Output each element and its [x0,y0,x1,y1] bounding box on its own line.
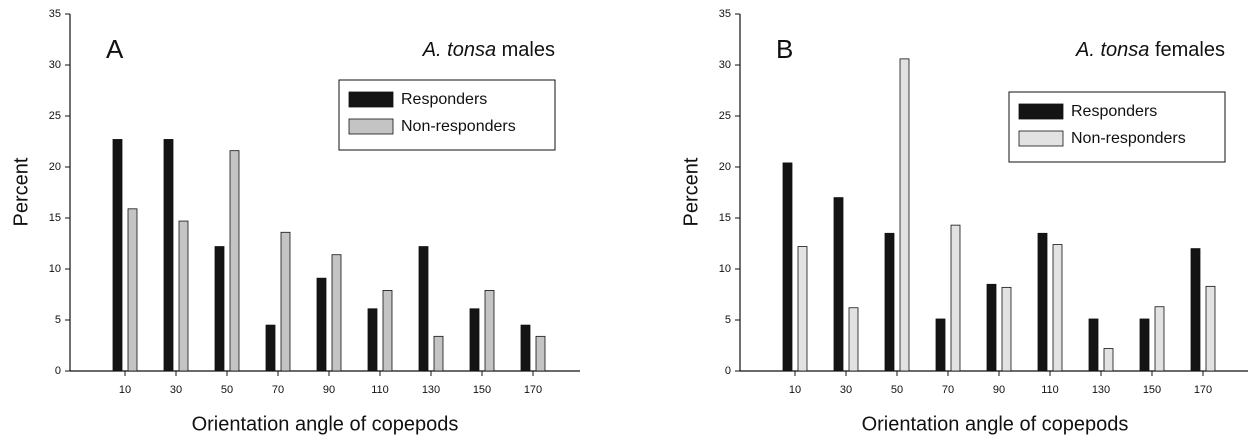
title-part: A. tonsa [1075,39,1149,61]
bar [1001,286,1012,372]
bar [1037,232,1048,372]
bar [1139,318,1150,372]
bar [418,246,429,372]
legend-label: Responders [401,91,487,108]
bar [833,197,844,372]
x-tick-label: 110 [371,384,389,396]
y-tick-label: 35 [719,8,731,20]
x-tick-label: 50 [221,384,233,396]
bar [520,324,531,372]
y-tick-label: 35 [49,8,61,20]
y-tick-label: 10 [719,263,731,275]
x-tick-label: 70 [942,384,954,396]
bar [433,335,444,372]
x-tick-label: 150 [1143,384,1161,396]
x-tick-label: 90 [993,384,1005,396]
legend-label: Responders [1071,103,1157,120]
bar [1205,285,1216,372]
y-tick-label: 5 [725,314,731,326]
bar [535,335,546,372]
bar [1052,244,1063,372]
title-part: males [496,39,555,61]
bar [265,324,276,372]
x-tick-label: 110 [1041,384,1059,396]
x-tick-label: 30 [170,384,182,396]
title-part: females [1149,39,1225,61]
bar [1103,348,1114,372]
legend-box [338,79,556,151]
x-tick-label: 90 [323,384,335,396]
bar [1088,318,1099,372]
bar [1154,306,1165,372]
y-tick-label: 5 [55,314,61,326]
x-tick-label: 10 [789,384,801,396]
y-tick-label: 20 [49,161,61,173]
x-tick-label: 130 [1092,384,1110,396]
bar [280,231,291,372]
legend-label: Non-responders [401,118,516,135]
bar [316,277,327,372]
x-tick-label: 130 [422,384,440,396]
y-tick-label: 10 [49,263,61,275]
y-tick-label: 30 [719,59,731,71]
bar [484,290,495,372]
x-tick-label: 150 [473,384,491,396]
y-tick-label: 0 [725,365,731,377]
panel: 0 5 10 15 20 25 30 35 10 30 50 70 90 110 130 150 170 A A. … [10,8,580,435]
x-axis-label: Orientation angle of copepods [192,413,459,435]
title-part: A. tonsa [422,39,496,61]
y-tick-label: 0 [55,365,61,377]
bar [797,246,808,372]
x-tick-label: 50 [891,384,903,396]
bar [935,318,946,372]
chart-title: A. tonsa males [422,39,555,61]
bar [178,220,189,372]
y-tick-label: 15 [49,212,61,224]
x-tick-label: 170 [524,384,542,396]
y-tick-label: 20 [719,161,731,173]
panel-label: B [776,34,793,64]
bar [1190,248,1201,372]
bar [127,208,138,372]
y-tick-label: 15 [719,212,731,224]
panel: 0 5 10 15 20 25 30 35 10 30 50 70 90 110 130 150 170 B A. … [680,8,1248,435]
bar [229,150,240,372]
panel-label: A [106,34,124,64]
bar [884,232,895,372]
y-tick-label: 30 [49,59,61,71]
chart-title: A. tonsa females [1075,39,1225,61]
x-tick-label: 30 [840,384,852,396]
y-tick-label: 25 [49,110,61,122]
x-tick-label: 10 [119,384,131,396]
bar [950,224,961,372]
x-tick-label: 70 [272,384,284,396]
y-axis-label: Percent [680,157,702,226]
bar [382,290,393,372]
legend-swatch [1018,130,1064,147]
bar [331,254,342,372]
bar [986,283,997,372]
bar [163,139,174,372]
bar [112,139,123,372]
bar [899,58,910,372]
legend-swatch [348,91,394,108]
x-axis-label: Orientation angle of copepods [862,413,1129,435]
y-tick-label: 25 [719,110,731,122]
x-tick-label: 170 [1194,384,1212,396]
bar [848,307,859,372]
y-axis-label: Percent [10,157,32,226]
legend-swatch [348,118,394,135]
bar [367,308,378,372]
legend-label: Non-responders [1071,130,1186,147]
legend-swatch [1018,103,1064,120]
bar [469,308,480,372]
bar [782,162,793,372]
bar [214,246,225,372]
